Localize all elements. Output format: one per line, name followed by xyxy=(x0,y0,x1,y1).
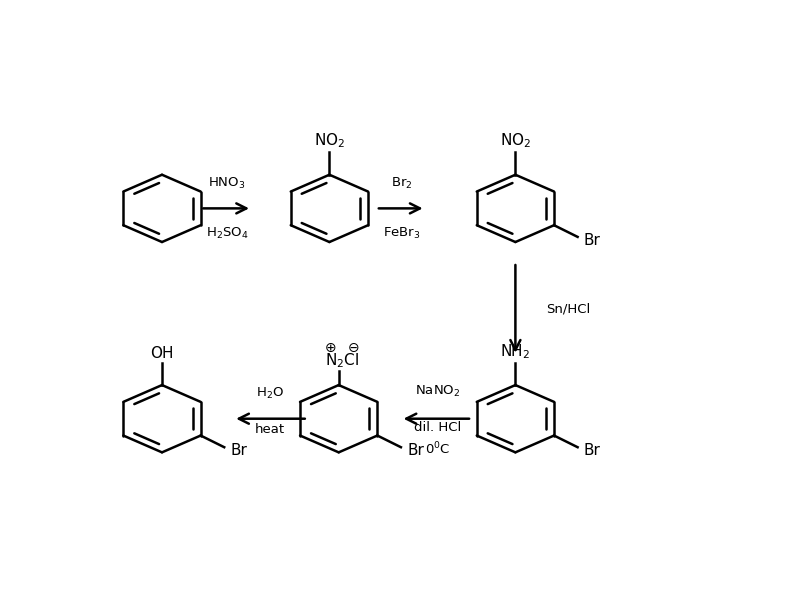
Text: H$_2$SO$_4$: H$_2$SO$_4$ xyxy=(206,226,249,241)
Text: Br: Br xyxy=(584,232,601,248)
Text: H$_2$O: H$_2$O xyxy=(256,386,284,401)
Text: Br: Br xyxy=(584,443,601,458)
Text: OH: OH xyxy=(150,346,174,361)
Text: NH$_2$: NH$_2$ xyxy=(500,342,530,361)
Text: dil. HCl: dil. HCl xyxy=(414,421,462,434)
Text: $\ominus$: $\ominus$ xyxy=(346,341,359,354)
Text: FeBr$_3$: FeBr$_3$ xyxy=(383,226,421,241)
Text: NO$_2$: NO$_2$ xyxy=(500,132,531,151)
Text: Br$_2$: Br$_2$ xyxy=(391,175,413,191)
Text: HNO$_3$: HNO$_3$ xyxy=(208,175,246,191)
Text: Br: Br xyxy=(230,443,247,458)
Text: 0$^0$C: 0$^0$C xyxy=(426,441,450,458)
Text: heat: heat xyxy=(255,424,285,436)
Text: Sn/HCl: Sn/HCl xyxy=(546,302,590,316)
Text: Br: Br xyxy=(407,443,424,458)
Text: NaNO$_2$: NaNO$_2$ xyxy=(415,384,461,399)
Text: $\oplus$: $\oplus$ xyxy=(325,341,337,354)
Text: NO$_2$: NO$_2$ xyxy=(314,132,345,151)
Text: N$_2$Cl: N$_2$Cl xyxy=(325,351,359,370)
